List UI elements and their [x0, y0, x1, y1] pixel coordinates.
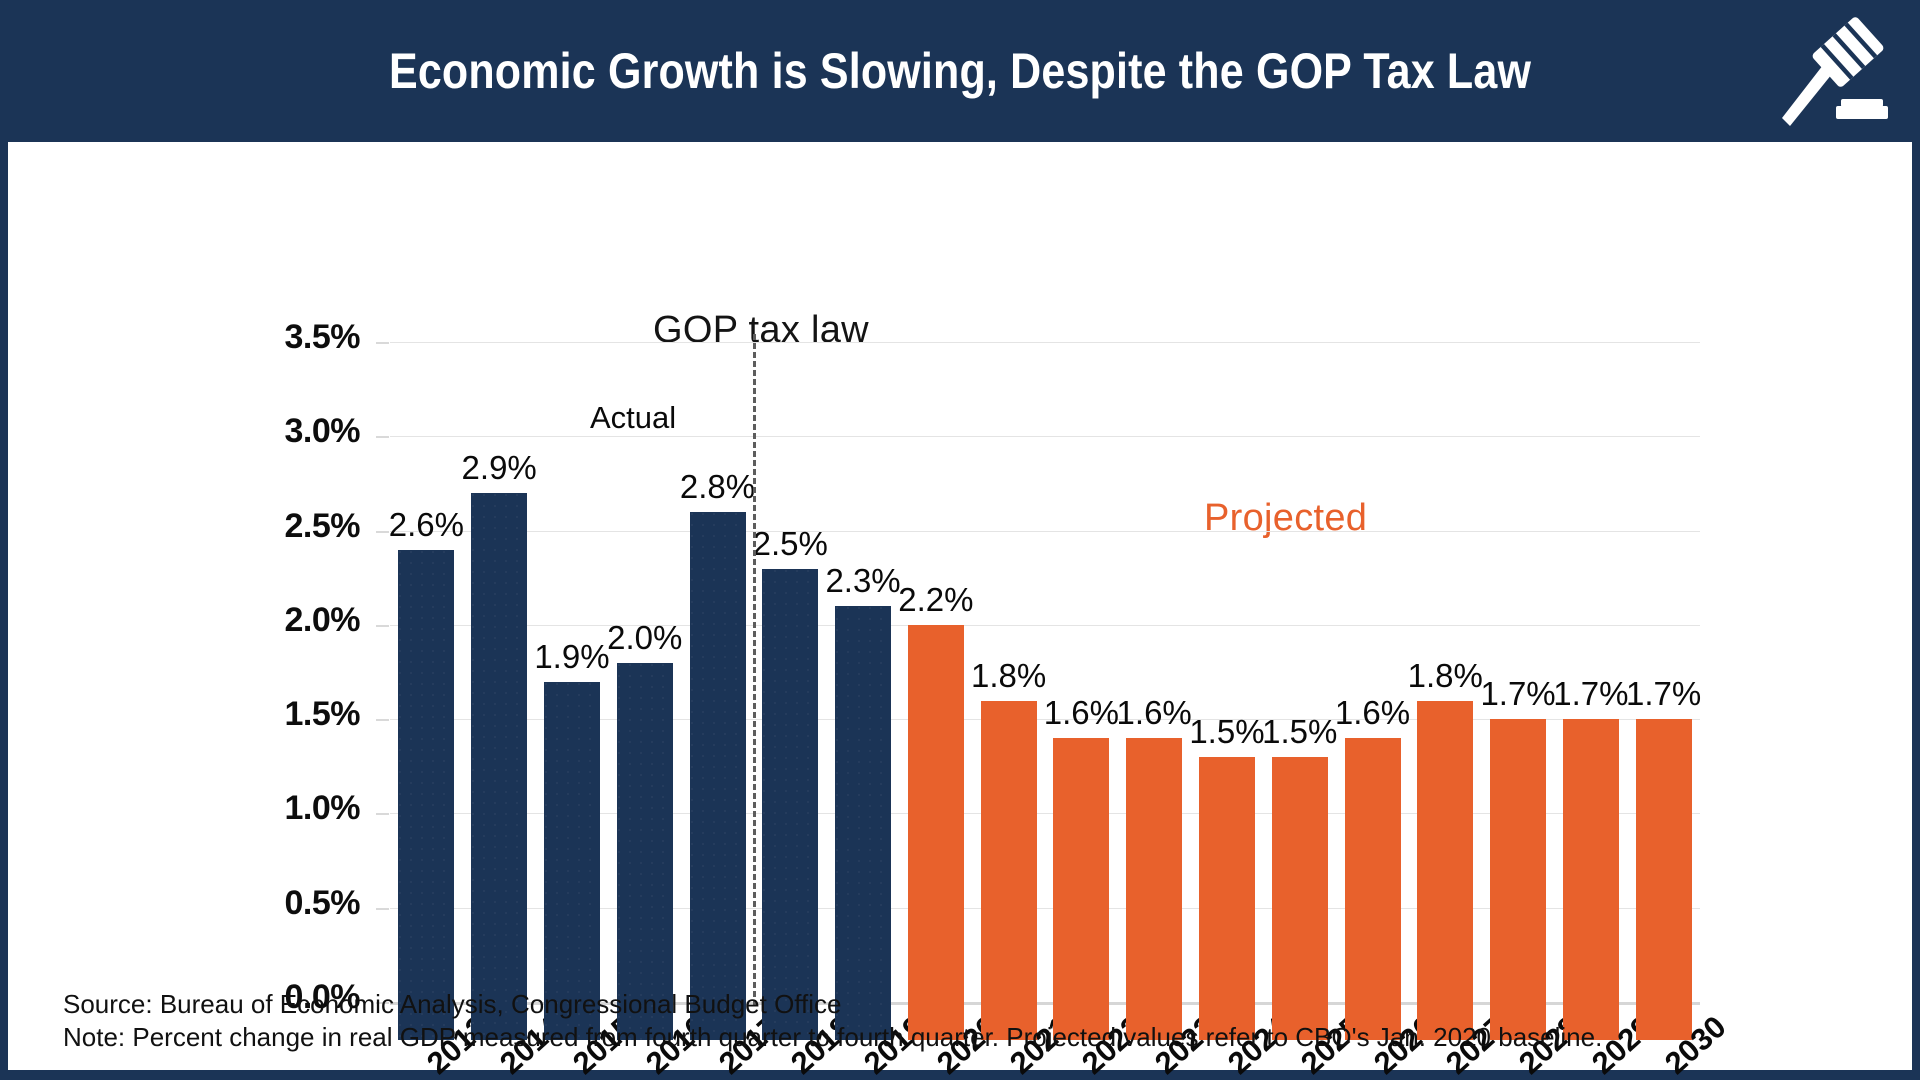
bar-slot: 2.8% 2017 — [680, 380, 786, 1080]
bar-slot: 1.7% 2028 — [1480, 380, 1586, 1080]
y-axis-tick-label: 3.5% — [284, 318, 361, 356]
bar-slot: 1.6% 2026 — [1335, 380, 1441, 1080]
bar-slot: 1.5% 2024 — [1189, 380, 1295, 1080]
divider-line — [752, 334, 756, 1006]
gridline — [390, 436, 1700, 438]
bar-projected[interactable] — [1417, 700, 1474, 1040]
bar-actual[interactable] — [398, 549, 455, 1040]
footnote-source: Source: Bureau of Economic Analysis, Con… — [63, 989, 842, 1019]
bar-value-label: 1.6% — [1334, 694, 1411, 732]
bar-actual[interactable] — [616, 662, 673, 1040]
bar-value-label: 1.6% — [1116, 694, 1192, 732]
x-axis-line — [390, 1002, 1700, 1005]
bar-projected[interactable] — [1344, 738, 1401, 1040]
bar-value-label: 1.7% — [1553, 675, 1629, 713]
y-tick-mark — [376, 436, 389, 439]
gridline — [390, 719, 1700, 721]
bar-slot: 2.6% 2013 — [389, 380, 495, 1080]
bar-slot: 2.9% 2014 — [462, 380, 568, 1080]
bar-projected[interactable] — [1053, 738, 1110, 1040]
bar-slot: 1.7% 2030 — [1626, 380, 1732, 1080]
bar-value-label: 1.9% — [534, 637, 610, 675]
bar-value-label: 2.0% — [607, 618, 683, 656]
bar-slot: 1.9% 2015 — [534, 380, 640, 1080]
bar-slot: 1.5% 2025 — [1262, 380, 1368, 1080]
gridline — [390, 530, 1700, 532]
bar-slot: 1.6% 2023 — [1117, 380, 1223, 1080]
bar-actual[interactable] — [762, 568, 819, 1040]
bar-slot: 1.7% 2029 — [1553, 380, 1659, 1080]
bar-value-label: 1.7% — [1480, 675, 1556, 713]
annotation-actual: Actual — [590, 400, 677, 435]
bar-value-label: 1.5% — [1189, 713, 1265, 751]
bar-slot: 2.2% 2020 — [898, 380, 1004, 1080]
bar-slot: 2.3% 2019 — [825, 380, 931, 1080]
y-tick-mark — [376, 907, 389, 910]
y-axis-tick-label: 0.5% — [284, 883, 361, 922]
gridline — [390, 813, 1700, 815]
bar-value-label: 2.3% — [825, 562, 901, 600]
bar-projected[interactable] — [1490, 719, 1547, 1040]
bar-projected[interactable] — [1271, 757, 1328, 1040]
y-axis-tick-label: 2.5% — [284, 506, 361, 545]
bar-actual[interactable] — [543, 681, 600, 1040]
y-tick-mark — [376, 530, 389, 533]
bar-value-label: 2.9% — [461, 449, 537, 487]
y-axis-tick-label: 1.5% — [284, 695, 361, 734]
y-tick-mark — [376, 624, 389, 627]
gavel-icon — [1782, 17, 1888, 126]
bar-projected[interactable] — [1198, 757, 1255, 1040]
bar-projected[interactable] — [1562, 719, 1619, 1040]
y-tick-mark — [376, 719, 389, 722]
plot-area: 0.0% 0.5% 1.0% 1.5% 2.0% 2.5% 3.0% 3.5% 2.6% 201… — [285, 318, 1733, 1080]
y-axis-tick-label: 3.0% — [284, 412, 361, 451]
annotation-gop-tax-law: GOP tax law — [653, 309, 869, 351]
bar-projected[interactable] — [980, 700, 1037, 1040]
bar-actual[interactable] — [471, 493, 528, 1040]
bar-value-label: 1.7% — [1626, 675, 1702, 713]
gridline — [390, 907, 1700, 909]
page-title: Economic Growth is Slowing, Despite the … — [388, 43, 1532, 99]
header-band: Economic Growth is Slowing, Despite the … — [0, 0, 1920, 142]
chart-card: GOP tax law Actual Projected 0.0% 0.5% 1.0… — [8, 142, 1912, 1080]
bar-projected[interactable] — [1126, 738, 1183, 1040]
bar-projected[interactable] — [1635, 719, 1692, 1040]
y-tick-mark — [376, 813, 389, 816]
bar-value-label: 1.6% — [1043, 694, 1119, 732]
y-axis-tick-label: 1.0% — [284, 789, 361, 828]
bar-slot: 2.0% 2016 — [607, 380, 713, 1080]
bar-actual[interactable] — [835, 606, 892, 1040]
bar-slot: 1.6% 2022 — [1044, 380, 1150, 1080]
bar-slot: 2.5% 2018 — [753, 380, 859, 1080]
bar-value-label: 1.8% — [1407, 656, 1483, 694]
annotation-projected: Projected — [1204, 497, 1368, 539]
bar-projected[interactable] — [907, 625, 964, 1040]
bar-slot: 1.8% 2021 — [971, 380, 1077, 1080]
y-axis-tick-label: 0.0% — [284, 978, 361, 1016]
footnote-note: Note: Percent change in real GDP measure… — [63, 1022, 1603, 1052]
y-tick-mark — [376, 1002, 389, 1004]
bar-value-label: 1.5% — [1262, 713, 1338, 751]
bar-slot: 1.8% 2027 — [1408, 380, 1514, 1080]
bar-value-label: 2.5% — [752, 524, 828, 562]
bar-value-label: 2.2% — [898, 581, 974, 619]
y-axis-tick-label: 2.0% — [284, 600, 361, 639]
bar-actual[interactable] — [689, 512, 746, 1040]
bar-group: 2.6% 2013 2.9% 2014 1.9% 2015 2.0% 2016 2.8% 2017… — [389, 380, 1733, 1080]
gridline — [390, 624, 1700, 626]
footnotes: Source: Bureau of Economic Analysis, Con… — [63, 988, 1602, 1054]
bar-value-label: 2.8% — [679, 468, 756, 505]
y-tick-mark — [376, 342, 389, 344]
gridline — [390, 342, 1700, 343]
bar-value-label: 2.6% — [388, 505, 464, 543]
bar-value-label: 1.8% — [971, 656, 1047, 694]
